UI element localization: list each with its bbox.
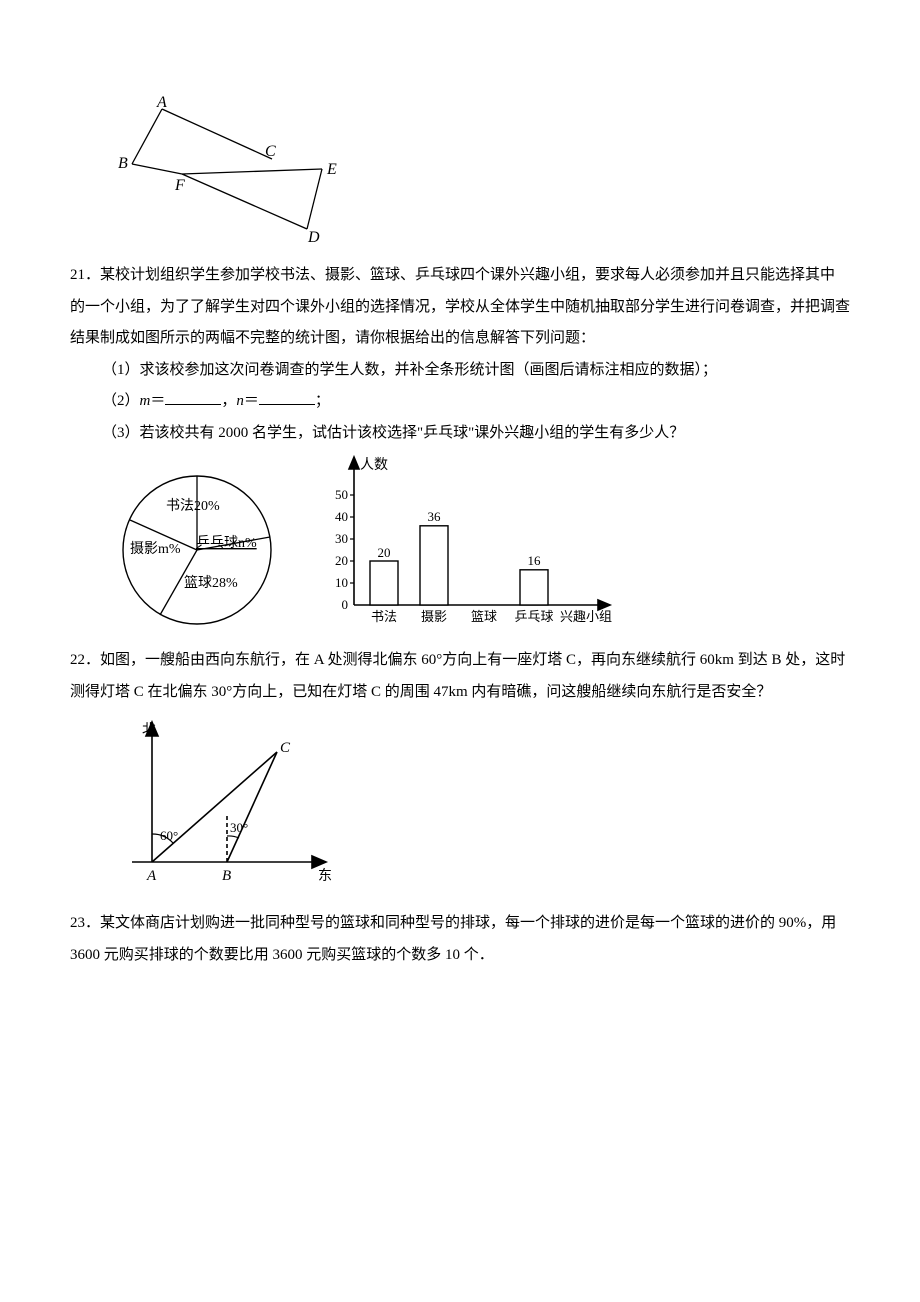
pie-label-pingpong: 乒乓球n% xyxy=(196,535,257,551)
q21-sub2: （2）m＝，n＝； xyxy=(70,386,850,418)
q23-num: 23． xyxy=(70,915,100,931)
q21-sub2-eq1: ＝ xyxy=(150,393,165,409)
q21: 21．某校计划组织学生参加学校书法、摄影、篮球、乒乓球四个课外兴趣小组，要求每人… xyxy=(70,260,850,635)
label-B: B xyxy=(118,155,128,172)
ytick-1: 10 xyxy=(335,575,348,590)
ytick-0: 0 xyxy=(342,597,349,612)
ytick-3: 30 xyxy=(335,531,348,546)
q21-sub2-sep: ， xyxy=(221,393,236,409)
label-C2: C xyxy=(280,740,291,756)
q21-sub2-m: m xyxy=(140,393,151,409)
bar-pingpong xyxy=(520,570,548,605)
label-B2: B xyxy=(222,868,231,884)
q21-sub2-eq2: ＝ xyxy=(244,393,259,409)
x-axis-title: 兴趣小组 xyxy=(560,609,612,624)
bar-photography xyxy=(420,526,448,605)
cat-1: 摄影 xyxy=(421,609,447,624)
q21-sub2-end: ； xyxy=(315,393,330,409)
ytick-5: 50 xyxy=(335,487,348,502)
q21-sub2-pre: （2） xyxy=(102,393,140,409)
q20-diagram: A B C E F D xyxy=(112,94,352,244)
q22-diagram: 北 东 A B C 60° 30° xyxy=(112,712,342,892)
q21-bar-chart: 0 10 20 30 40 50 人数 xyxy=(318,455,618,635)
label-F: F xyxy=(174,177,185,194)
q22-stem-text: 如图，一艘船由西向东航行，在 A 处测得北偏东 60°方向上有一座灯塔 C，再向… xyxy=(70,652,845,700)
ytick-4: 40 xyxy=(335,509,348,524)
cat-3: 乒乓球 xyxy=(514,609,553,624)
label-C: C xyxy=(265,143,276,160)
label-east: 东 xyxy=(318,868,332,884)
q21-num: 21． xyxy=(70,267,100,283)
q22: 22．如图，一艘船由西向东航行，在 A 处测得北偏东 60°方向上有一座灯塔 C… xyxy=(70,645,850,892)
cat-2: 篮球 xyxy=(471,609,497,624)
q22-stem: 22．如图，一艘船由西向东航行，在 A 处测得北偏东 60°方向上有一座灯塔 C… xyxy=(70,645,850,708)
label-A2: A xyxy=(146,868,157,884)
cat-0: 书法 xyxy=(371,609,397,624)
q21-sub2-n: n xyxy=(236,393,244,409)
pie-label-calligraphy: 书法20% xyxy=(166,498,220,514)
q22-num: 22． xyxy=(70,652,100,668)
pie-label-photography: 摄影m% xyxy=(130,541,181,557)
q20-diagram-wrap: A B C E F D xyxy=(70,94,850,244)
q21-stem: 21．某校计划组织学生参加学校书法、摄影、篮球、乒乓球四个课外兴趣小组，要求每人… xyxy=(70,260,850,355)
bar-calligraphy xyxy=(370,561,398,605)
q21-stem-text: 某校计划组织学生参加学校书法、摄影、篮球、乒乓球四个课外兴趣小组，要求每人必须参… xyxy=(70,267,850,346)
angle-B: 30° xyxy=(230,820,248,835)
q21-blank-m xyxy=(165,389,221,405)
q21-sub3: （3）若该校共有 2000 名学生，试估计该校选择"乒乓球"课外兴趣小组的学生有… xyxy=(70,418,850,450)
q23: 23．某文体商店计划购进一批同种型号的篮球和同种型号的排球，每一个排球的进价是每… xyxy=(70,908,850,971)
val-calligraphy: 20 xyxy=(378,545,391,560)
angle-A: 60° xyxy=(160,828,178,843)
pie-label-basketball: 篮球28% xyxy=(184,575,238,591)
q21-pie-chart: 书法20% 摄影m% 乒乓球n% 篮球28% xyxy=(112,465,282,635)
q23-stem: 23．某文体商店计划购进一批同种型号的篮球和同种型号的排球，每一个排球的进价是每… xyxy=(70,908,850,971)
q21-blank-n xyxy=(259,389,315,405)
q23-stem-text: 某文体商店计划购进一批同种型号的篮球和同种型号的排球，每一个排球的进价是每一个篮… xyxy=(70,915,836,963)
val-photography: 36 xyxy=(428,509,442,524)
val-pingpong: 16 xyxy=(528,553,542,568)
q21-figures: 书法20% 摄影m% 乒乓球n% 篮球28% 0 10 20 30 40 xyxy=(70,455,850,635)
label-E: E xyxy=(326,161,337,178)
label-north: 北 xyxy=(142,722,156,738)
label-D: D xyxy=(307,229,320,244)
y-axis-title: 人数 xyxy=(360,457,388,473)
q21-sub1: （1）求该校参加这次问卷调查的学生人数，并补全条形统计图（画图后请标注相应的数据… xyxy=(70,355,850,387)
label-A: A xyxy=(156,94,167,111)
q22-diagram-wrap: 北 东 A B C 60° 30° xyxy=(70,712,850,892)
ytick-2: 20 xyxy=(335,553,348,568)
